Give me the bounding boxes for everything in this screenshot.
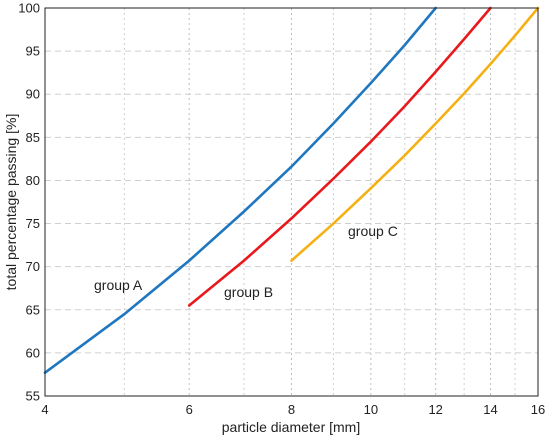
tick-labels: 4 6 8 10 12 14 16 55 60 65 70 75 80 85 90 95 100	[18, 1, 545, 418]
x-tick-label: 16	[531, 402, 545, 417]
y-tick-label: 90	[26, 87, 40, 102]
series-line-group-a	[43, 6, 438, 375]
grid	[45, 8, 538, 396]
series-lines	[43, 6, 540, 375]
x-tick-label: 10	[364, 402, 378, 417]
y-tick-label: 70	[26, 259, 40, 274]
y-tick-label: 80	[26, 173, 40, 188]
y-tick-label: 55	[26, 389, 40, 404]
x-tick-label: 4	[41, 402, 48, 417]
y-tick-label: 60	[26, 345, 40, 360]
y-tick-label: 85	[26, 130, 40, 145]
x-tick-label: 12	[428, 402, 442, 417]
y-tick-label: 100	[18, 1, 40, 16]
x-tick-label: 6	[186, 402, 193, 417]
series-line-group-c	[290, 6, 540, 262]
annotation-group-c: group C	[348, 223, 398, 239]
y-tick-label: 95	[26, 44, 40, 59]
plot-frame	[44, 7, 539, 397]
x-axis-label: particle diameter [mm]	[222, 419, 360, 435]
x-tick-label: 8	[288, 402, 295, 417]
y-tick-label: 75	[26, 216, 40, 231]
y-axis-label: total percentage passing [%]	[3, 114, 19, 291]
y-tick-label: 65	[26, 302, 40, 317]
annotation-group-a: group A	[94, 277, 143, 293]
annotation-group-b: group B	[224, 284, 273, 300]
series-line-group-b	[187, 6, 492, 307]
x-tick-label: 14	[483, 402, 497, 417]
